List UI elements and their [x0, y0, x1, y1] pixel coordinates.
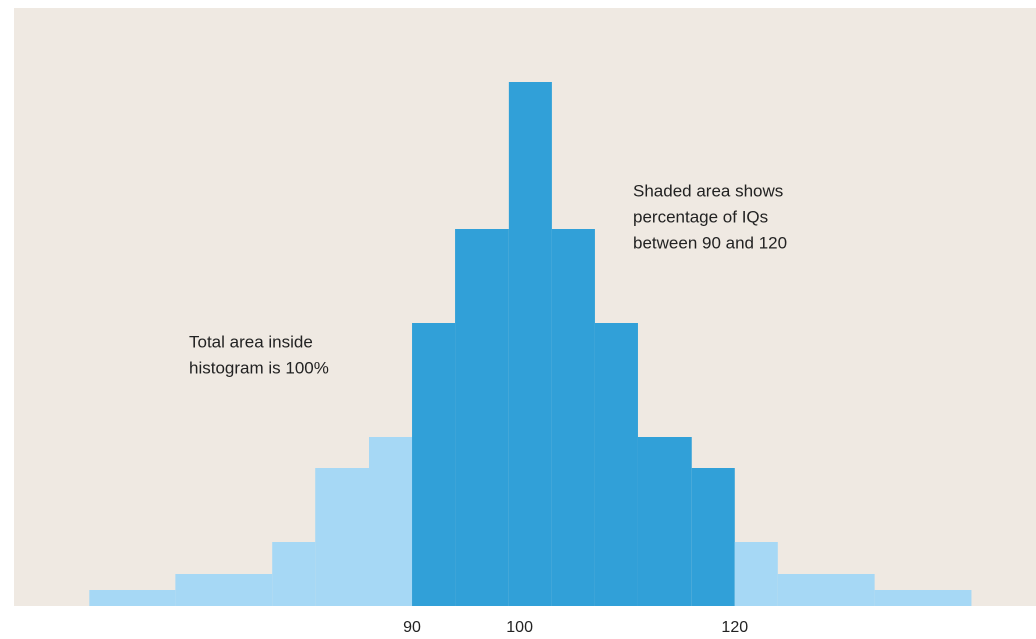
- annotation: Shaded area shows: [633, 181, 783, 200]
- histogram-bar: [691, 468, 735, 606]
- histogram-bar: [455, 229, 509, 606]
- histogram-bar: [734, 542, 778, 606]
- x-tick-label: 90: [403, 619, 421, 636]
- annotation: Total area inside: [189, 332, 313, 351]
- annotation: histogram is 100%: [189, 358, 329, 377]
- annotation: percentage of IQs: [633, 207, 768, 226]
- histogram-bar: [369, 437, 413, 606]
- x-tick-label: 100: [506, 619, 533, 636]
- histogram-bar: [412, 323, 456, 606]
- histogram-bar: [89, 590, 176, 606]
- histogram-bar: [594, 323, 638, 606]
- histogram-bar: [777, 574, 875, 606]
- histogram-bar: [551, 229, 595, 606]
- histogram-bar: [508, 82, 552, 606]
- annotation: between 90 and 120: [633, 233, 787, 252]
- histogram-bar: [874, 590, 972, 606]
- histogram-bar: [637, 437, 692, 606]
- histogram-bar: [272, 542, 316, 606]
- histogram-bar: [175, 574, 273, 606]
- x-tick-label: 120: [721, 619, 748, 636]
- histogram-bar: [315, 468, 370, 606]
